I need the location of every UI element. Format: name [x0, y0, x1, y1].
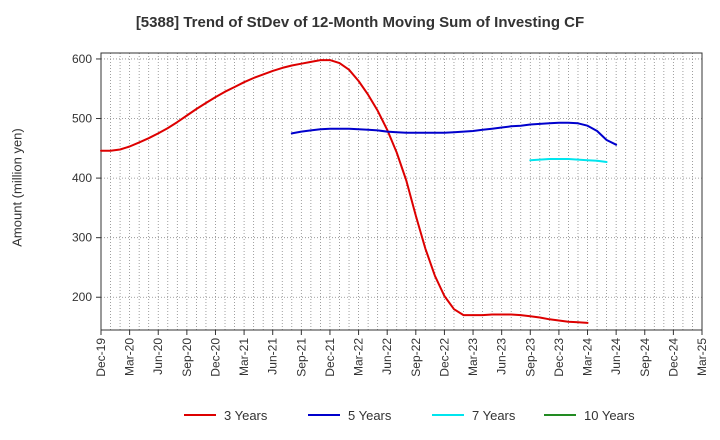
y-tick-label: 400 [72, 171, 92, 185]
legend-label: 10 Years [584, 408, 635, 423]
y-tick-label: 300 [72, 231, 92, 245]
x-tick-label: Mar-23 [466, 338, 480, 376]
legend-label: 3 Years [224, 408, 268, 423]
x-tick-label: Jun-21 [266, 338, 280, 375]
legend: 3 Years 5 Years 7 Years 10 Years [184, 408, 635, 423]
series-line-3-years [100, 59, 589, 324]
x-tick-label: Sep-23 [523, 338, 537, 377]
x-tick-label: Dec-22 [437, 338, 451, 377]
y-tick-label: 600 [72, 52, 92, 66]
x-tick-labels: Dec-19 Mar-20 Jun-20 Sep-20 Dec-20 Mar-21 Jun-… [94, 330, 709, 377]
x-tick-label: Sep-20 [180, 338, 194, 377]
x-tick-label: Mar-20 [123, 338, 137, 376]
x-tick-label: Dec-21 [323, 338, 337, 377]
x-tick-label: Jun-20 [151, 338, 165, 375]
x-tick-label: Mar-24 [581, 338, 595, 376]
x-tick-label: Mar-21 [237, 338, 251, 376]
y-tick-label: 500 [72, 112, 92, 126]
x-tick-label: Sep-24 [638, 338, 652, 377]
x-tick-label: Sep-21 [294, 338, 308, 377]
chart-title: [5388] Trend of StDev of 12-Month Moving… [135, 14, 585, 31]
x-tick-label: Dec-24 [666, 338, 680, 377]
x-tick-label: Dec-19 [94, 338, 108, 377]
legend-label: 5 Years [348, 408, 392, 423]
y-tick-label: 200 [72, 290, 92, 304]
x-tick-label: Jun-23 [495, 338, 509, 375]
grid-layer [101, 53, 702, 330]
x-tick-label: Mar-25 [695, 338, 709, 376]
legend-label: 7 Years [472, 408, 516, 423]
x-tick-label: Dec-20 [208, 338, 222, 377]
x-tick-label: Jun-24 [609, 338, 623, 375]
series-line-5-years [290, 121, 618, 146]
plot-frame [100, 52, 703, 331]
x-tick-label: Sep-22 [409, 338, 423, 377]
series-line-7-years [529, 158, 608, 163]
x-tick-label: Mar-22 [352, 338, 366, 376]
x-tick-label: Jun-22 [380, 338, 394, 375]
x-tick-label: Dec-23 [552, 338, 566, 377]
series-layer [100, 59, 618, 324]
y-tick-labels: 200 300 400 500 600 [72, 52, 101, 304]
